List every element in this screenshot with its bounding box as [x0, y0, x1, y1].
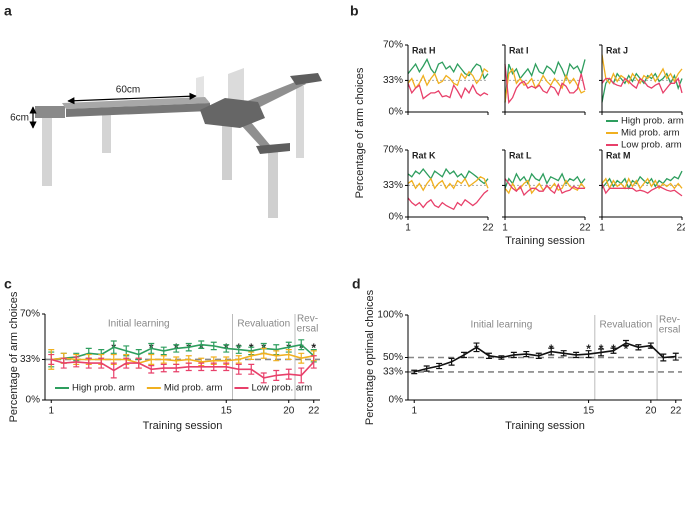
phase-label: Revaluation	[600, 320, 653, 331]
x-axis-label: Training session	[143, 420, 223, 432]
height-label: 6cm	[10, 113, 29, 124]
y-tick-label: 70%	[20, 309, 40, 320]
significance-star: *	[586, 342, 591, 356]
series-line	[601, 183, 683, 197]
series-line	[601, 77, 683, 95]
series-line	[51, 352, 314, 364]
series-line	[407, 57, 489, 80]
phase-label: Revaluation	[237, 319, 290, 330]
start-box	[35, 106, 65, 118]
series-line	[504, 178, 585, 197]
series-line	[51, 343, 315, 361]
y-tick-label: 70%	[383, 145, 403, 156]
series-line	[407, 176, 489, 192]
y-tick-label: 0%	[389, 107, 404, 118]
y-tick-label: 33%	[20, 354, 40, 365]
y-tick-label: 0%	[389, 212, 404, 223]
x-tick-label: 20	[283, 406, 295, 417]
series-line	[504, 67, 586, 103]
y-tick-label: 70%	[383, 40, 403, 51]
x-tick-label: 22	[670, 406, 682, 417]
y-tick-label: 33%	[383, 180, 403, 191]
x-tick-label: 15	[583, 406, 595, 417]
y-tick-label: 33%	[383, 367, 403, 378]
series-line	[504, 172, 586, 189]
leg	[42, 116, 52, 186]
significance-star: *	[624, 342, 629, 356]
x-tick-label: 1	[405, 223, 411, 234]
y-tick-label: 50%	[383, 352, 403, 363]
leg	[102, 113, 111, 153]
leg	[222, 122, 232, 180]
series-line	[504, 64, 586, 105]
y-tick-label: 0%	[389, 395, 404, 406]
legend-label: High prob. arm	[72, 383, 135, 394]
x-axis-label: Training session	[505, 420, 585, 432]
panel-title: Rat M	[606, 150, 631, 160]
y-tick-label: 33%	[383, 75, 403, 86]
length-label: 60cm	[116, 85, 140, 96]
choice-platform	[200, 98, 265, 128]
phase-label: Rev-	[297, 314, 318, 325]
arm-end	[290, 73, 322, 85]
x-tick-label: 20	[645, 406, 657, 417]
panel-label: b	[350, 3, 359, 19]
x-tick-label: 1	[502, 223, 508, 234]
leg	[268, 150, 278, 218]
panel-label: a	[4, 3, 12, 19]
x-tick-label: 1	[411, 406, 417, 417]
panel-title: Rat I	[509, 45, 529, 55]
series-line	[407, 189, 489, 211]
panel-a: a 60cm 6cm	[4, 3, 322, 218]
phase-label: ersal	[297, 324, 319, 335]
length-arrow	[67, 92, 197, 105]
series-line	[601, 54, 683, 85]
panel-title: Rat J	[606, 45, 628, 55]
x-tick-label: 15	[221, 406, 233, 417]
phase-label: Initial learning	[471, 320, 533, 331]
phase-label: Rev-	[659, 315, 680, 326]
x-axis-label: Training session	[505, 235, 585, 247]
series-line	[601, 177, 683, 190]
arm-front	[66, 103, 210, 117]
arm	[240, 121, 270, 148]
y-axis-label: Percentage of arm choices	[8, 291, 20, 422]
phase-label: Initial learning	[108, 319, 170, 330]
y-axis-label: Percentage of arm choices	[354, 67, 366, 198]
leg	[296, 86, 304, 158]
series-line	[504, 59, 586, 103]
panel-title: Rat L	[509, 150, 532, 160]
phase-label: ersal	[659, 325, 681, 336]
error-bar	[48, 353, 55, 365]
significance-star: *	[649, 342, 654, 356]
apparatus	[35, 68, 322, 218]
legend-label: Mid prob. arm	[164, 383, 223, 394]
panel-label: c	[4, 276, 12, 292]
significance-star: *	[311, 341, 316, 355]
x-tick-label: 22	[676, 223, 685, 234]
x-tick-label: 1	[599, 223, 605, 234]
x-tick-label: 22	[308, 406, 320, 417]
series-line	[407, 167, 489, 185]
door	[228, 68, 244, 108]
legend-label: Low prob. arm	[621, 140, 682, 151]
series-line	[51, 358, 315, 379]
legend-label: High prob. arm	[621, 116, 684, 127]
y-tick-label: 100%	[377, 310, 403, 321]
legend-label: Mid prob. arm	[621, 128, 680, 139]
panel-title: Rat H	[412, 45, 436, 55]
x-tick-label: 22	[579, 223, 591, 234]
series-line	[407, 83, 489, 100]
panel-title: Rat K	[412, 150, 436, 160]
x-tick-label: 1	[48, 406, 54, 417]
legend-label: Low prob. arm	[251, 383, 312, 394]
panel-label: d	[352, 276, 361, 292]
arm-end	[256, 143, 290, 154]
series-line	[413, 342, 676, 373]
x-tick-label: 22	[482, 223, 494, 234]
y-tick-label: 0%	[26, 395, 41, 406]
series-line	[407, 67, 489, 90]
y-axis-label: Percentage optimal choices	[364, 289, 376, 425]
